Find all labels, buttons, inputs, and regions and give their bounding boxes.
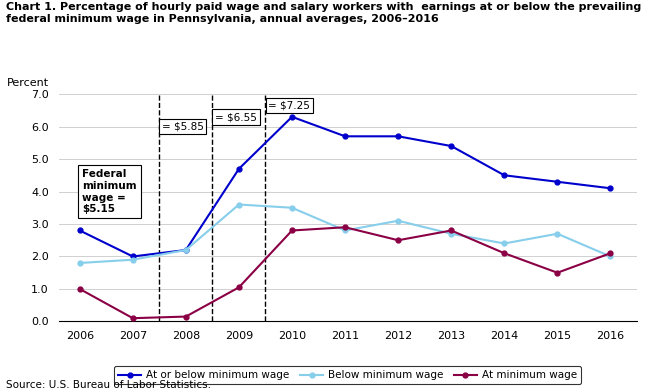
Text: Federal
minimum
wage =
$5.15: Federal minimum wage = $5.15 [83, 169, 137, 214]
Text: Source: U.S. Bureau of Labor Statistics.: Source: U.S. Bureau of Labor Statistics. [6, 380, 211, 390]
Legend: At or below minimum wage, Below minimum wage, At minimum wage: At or below minimum wage, Below minimum … [114, 366, 581, 385]
Text: Chart 1. Percentage of hourly paid wage and salary workers with  earnings at or : Chart 1. Percentage of hourly paid wage … [6, 2, 642, 12]
Text: = $7.25: = $7.25 [268, 101, 310, 111]
Text: = $6.55: = $6.55 [215, 112, 257, 122]
Text: Percent: Percent [6, 78, 49, 88]
Text: = $5.85: = $5.85 [162, 122, 204, 132]
Text: federal minimum wage in Pennsylvania, annual averages, 2006–2016: federal minimum wage in Pennsylvania, an… [6, 14, 439, 24]
